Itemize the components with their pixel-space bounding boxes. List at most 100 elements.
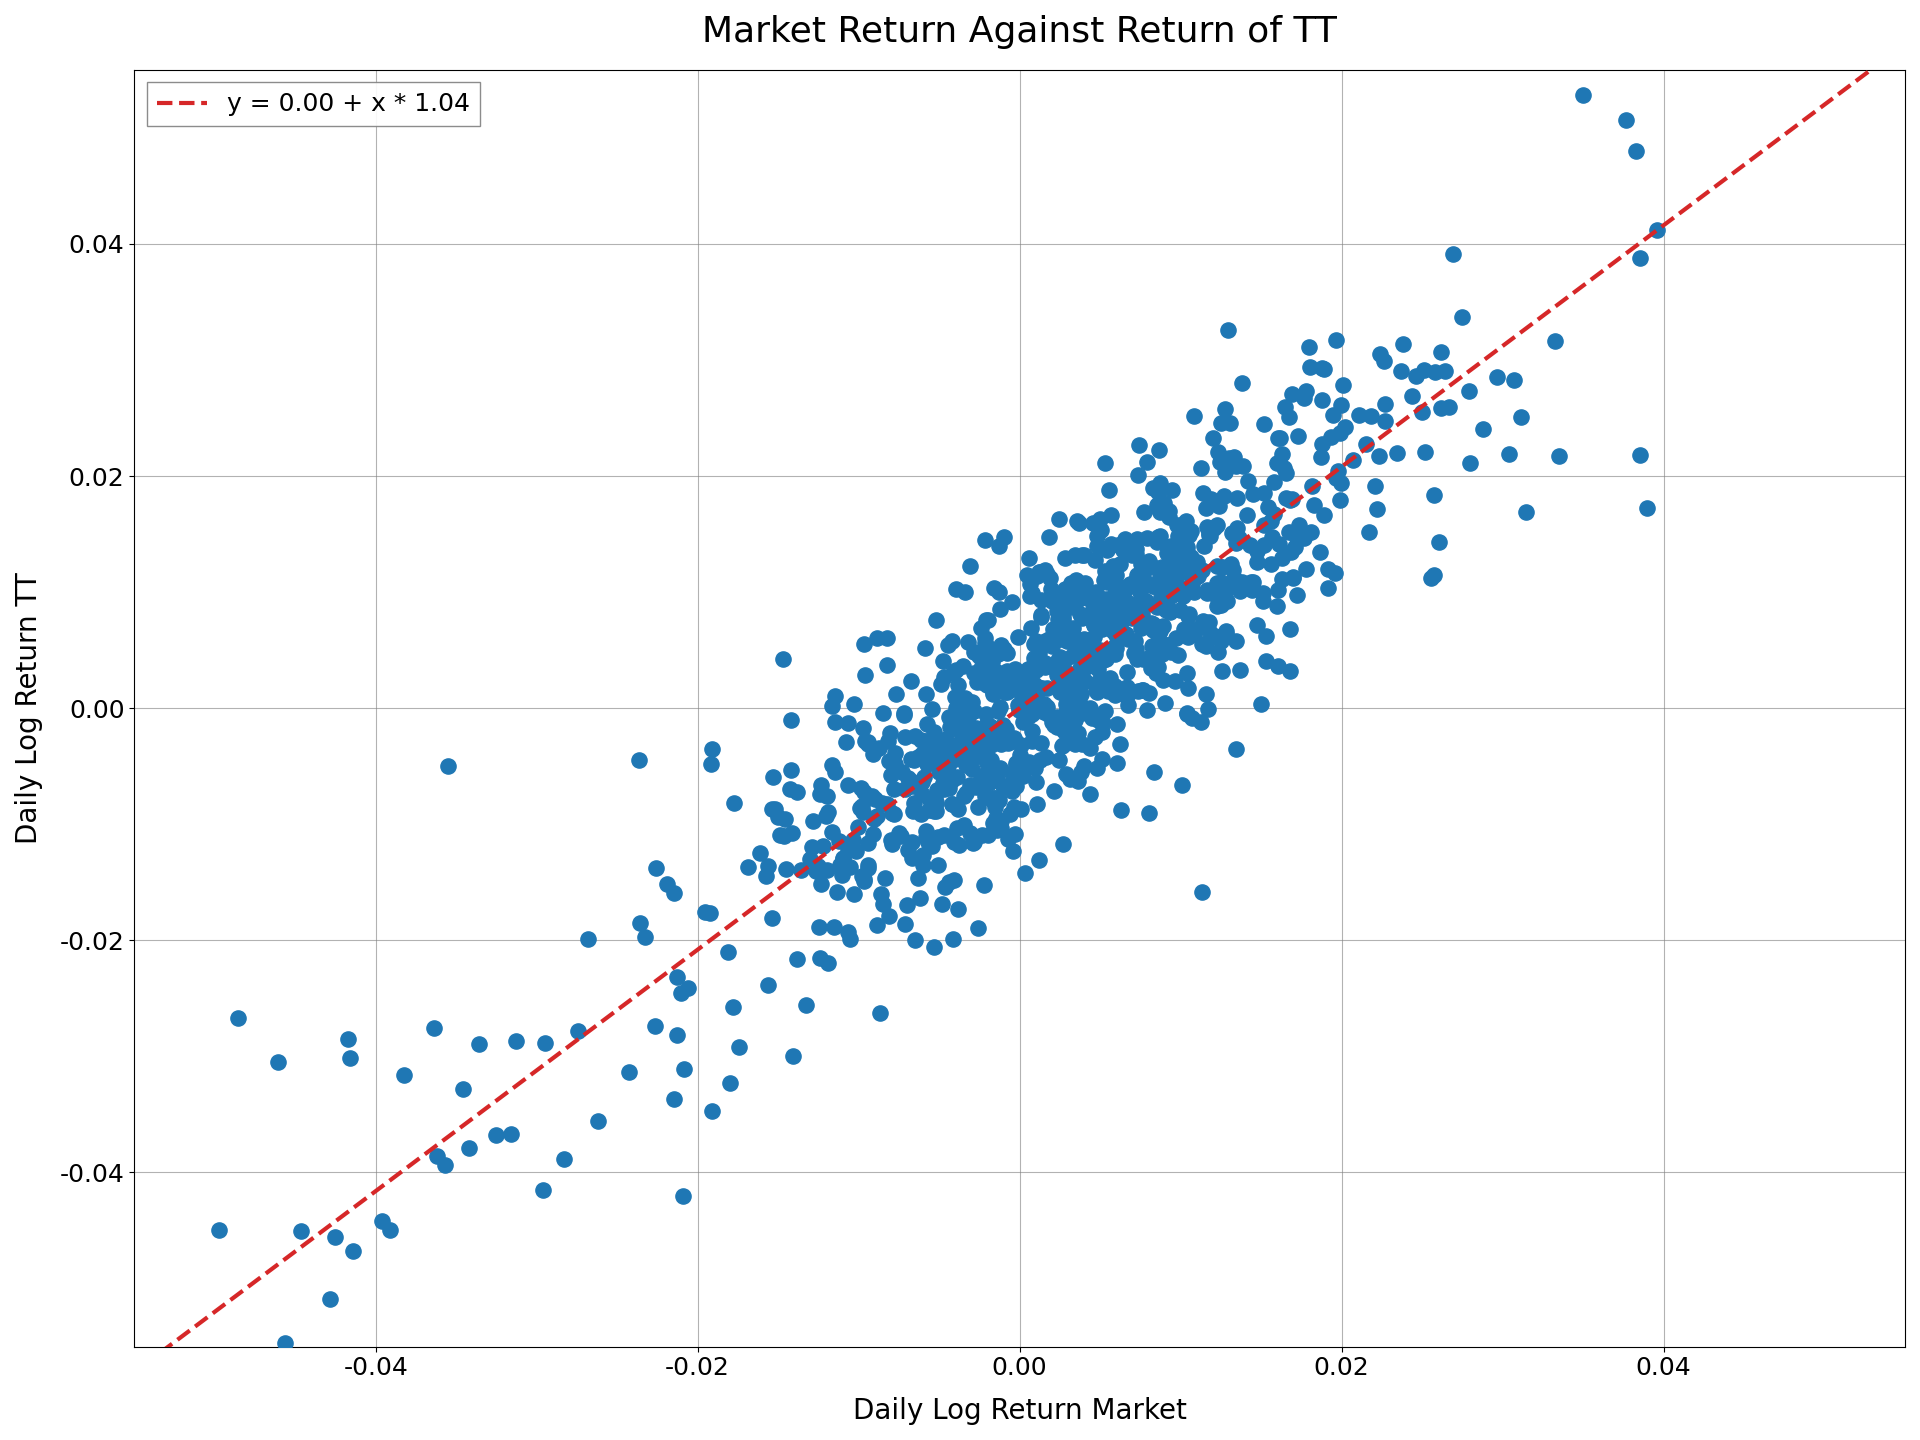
Point xyxy=(897,829,927,852)
Point xyxy=(1043,652,1073,675)
Point xyxy=(1611,108,1642,131)
Point xyxy=(1246,693,1277,716)
Point xyxy=(1162,514,1192,537)
Point xyxy=(1171,556,1202,579)
Point xyxy=(1162,644,1192,667)
Point xyxy=(1012,703,1043,726)
Point xyxy=(987,809,1018,832)
Point xyxy=(981,806,1012,829)
Point xyxy=(1123,433,1154,456)
Point xyxy=(1020,647,1050,670)
Point xyxy=(1225,658,1256,681)
Point xyxy=(1010,662,1041,685)
Point xyxy=(804,782,835,805)
Point xyxy=(1152,596,1183,619)
Point xyxy=(1029,629,1060,652)
Point xyxy=(1094,562,1125,585)
Point xyxy=(1018,655,1048,678)
Point xyxy=(1123,464,1154,487)
Point xyxy=(935,749,966,772)
Point xyxy=(1048,734,1079,757)
Point xyxy=(1256,510,1286,533)
Point xyxy=(1198,517,1229,540)
Point xyxy=(1165,560,1196,583)
Point xyxy=(1294,336,1325,359)
Point xyxy=(712,940,743,963)
Point xyxy=(1060,688,1091,711)
Point xyxy=(868,791,899,814)
Point xyxy=(374,1218,405,1241)
Point xyxy=(981,766,1012,789)
Point xyxy=(1117,544,1148,567)
Point xyxy=(1144,500,1175,523)
Point xyxy=(1029,655,1060,678)
Point xyxy=(975,648,1006,671)
Point xyxy=(1089,677,1119,700)
Point xyxy=(1008,662,1039,685)
Point xyxy=(1125,553,1156,576)
Point xyxy=(983,700,1014,723)
Point xyxy=(941,734,972,757)
Point xyxy=(1356,405,1386,428)
Point xyxy=(1194,487,1225,510)
Point xyxy=(996,590,1027,613)
Point xyxy=(1200,625,1231,648)
Point xyxy=(1208,484,1238,507)
Point xyxy=(996,779,1027,802)
Point xyxy=(1162,543,1192,566)
Point xyxy=(1306,389,1336,412)
Point xyxy=(1010,861,1041,884)
Point xyxy=(916,835,947,858)
Point xyxy=(1073,700,1104,723)
Point xyxy=(1050,660,1081,683)
Point xyxy=(1087,616,1117,639)
Point xyxy=(1037,589,1068,612)
Point xyxy=(689,901,720,924)
Point xyxy=(1271,487,1302,510)
Point xyxy=(935,716,966,739)
Point xyxy=(1139,760,1169,783)
Point xyxy=(952,706,983,729)
Point xyxy=(889,703,920,726)
Point xyxy=(1096,619,1127,642)
Point xyxy=(872,729,902,752)
Point xyxy=(1006,755,1037,778)
Point xyxy=(991,681,1021,704)
Point xyxy=(795,848,826,871)
Point xyxy=(1156,534,1187,557)
Point xyxy=(852,733,883,756)
Point xyxy=(1188,611,1219,634)
Point xyxy=(941,577,972,600)
Point xyxy=(966,616,996,639)
Point xyxy=(1025,732,1056,755)
Point xyxy=(1089,452,1119,475)
Point xyxy=(1248,582,1279,605)
Point xyxy=(1179,624,1210,647)
Point xyxy=(927,744,958,768)
Point xyxy=(1112,675,1142,698)
Point xyxy=(745,842,776,865)
Point xyxy=(1185,711,1215,734)
Point xyxy=(1400,364,1430,387)
Point xyxy=(1150,563,1181,586)
Point xyxy=(1206,556,1236,579)
Point xyxy=(1283,425,1313,448)
Point xyxy=(952,631,983,654)
Point xyxy=(835,927,866,950)
Point xyxy=(1267,547,1298,570)
Point xyxy=(979,796,1010,819)
Point xyxy=(1002,625,1033,648)
Point xyxy=(758,798,789,821)
Point xyxy=(1125,602,1156,625)
Point xyxy=(1075,697,1106,720)
Point xyxy=(985,696,1016,719)
Point xyxy=(927,824,958,847)
Point xyxy=(204,1218,234,1241)
Point xyxy=(1298,494,1329,517)
Point xyxy=(1020,683,1050,706)
Point xyxy=(1438,242,1469,265)
Point xyxy=(927,649,958,672)
Point xyxy=(756,798,787,821)
Point xyxy=(924,825,954,848)
Point xyxy=(1023,560,1054,583)
